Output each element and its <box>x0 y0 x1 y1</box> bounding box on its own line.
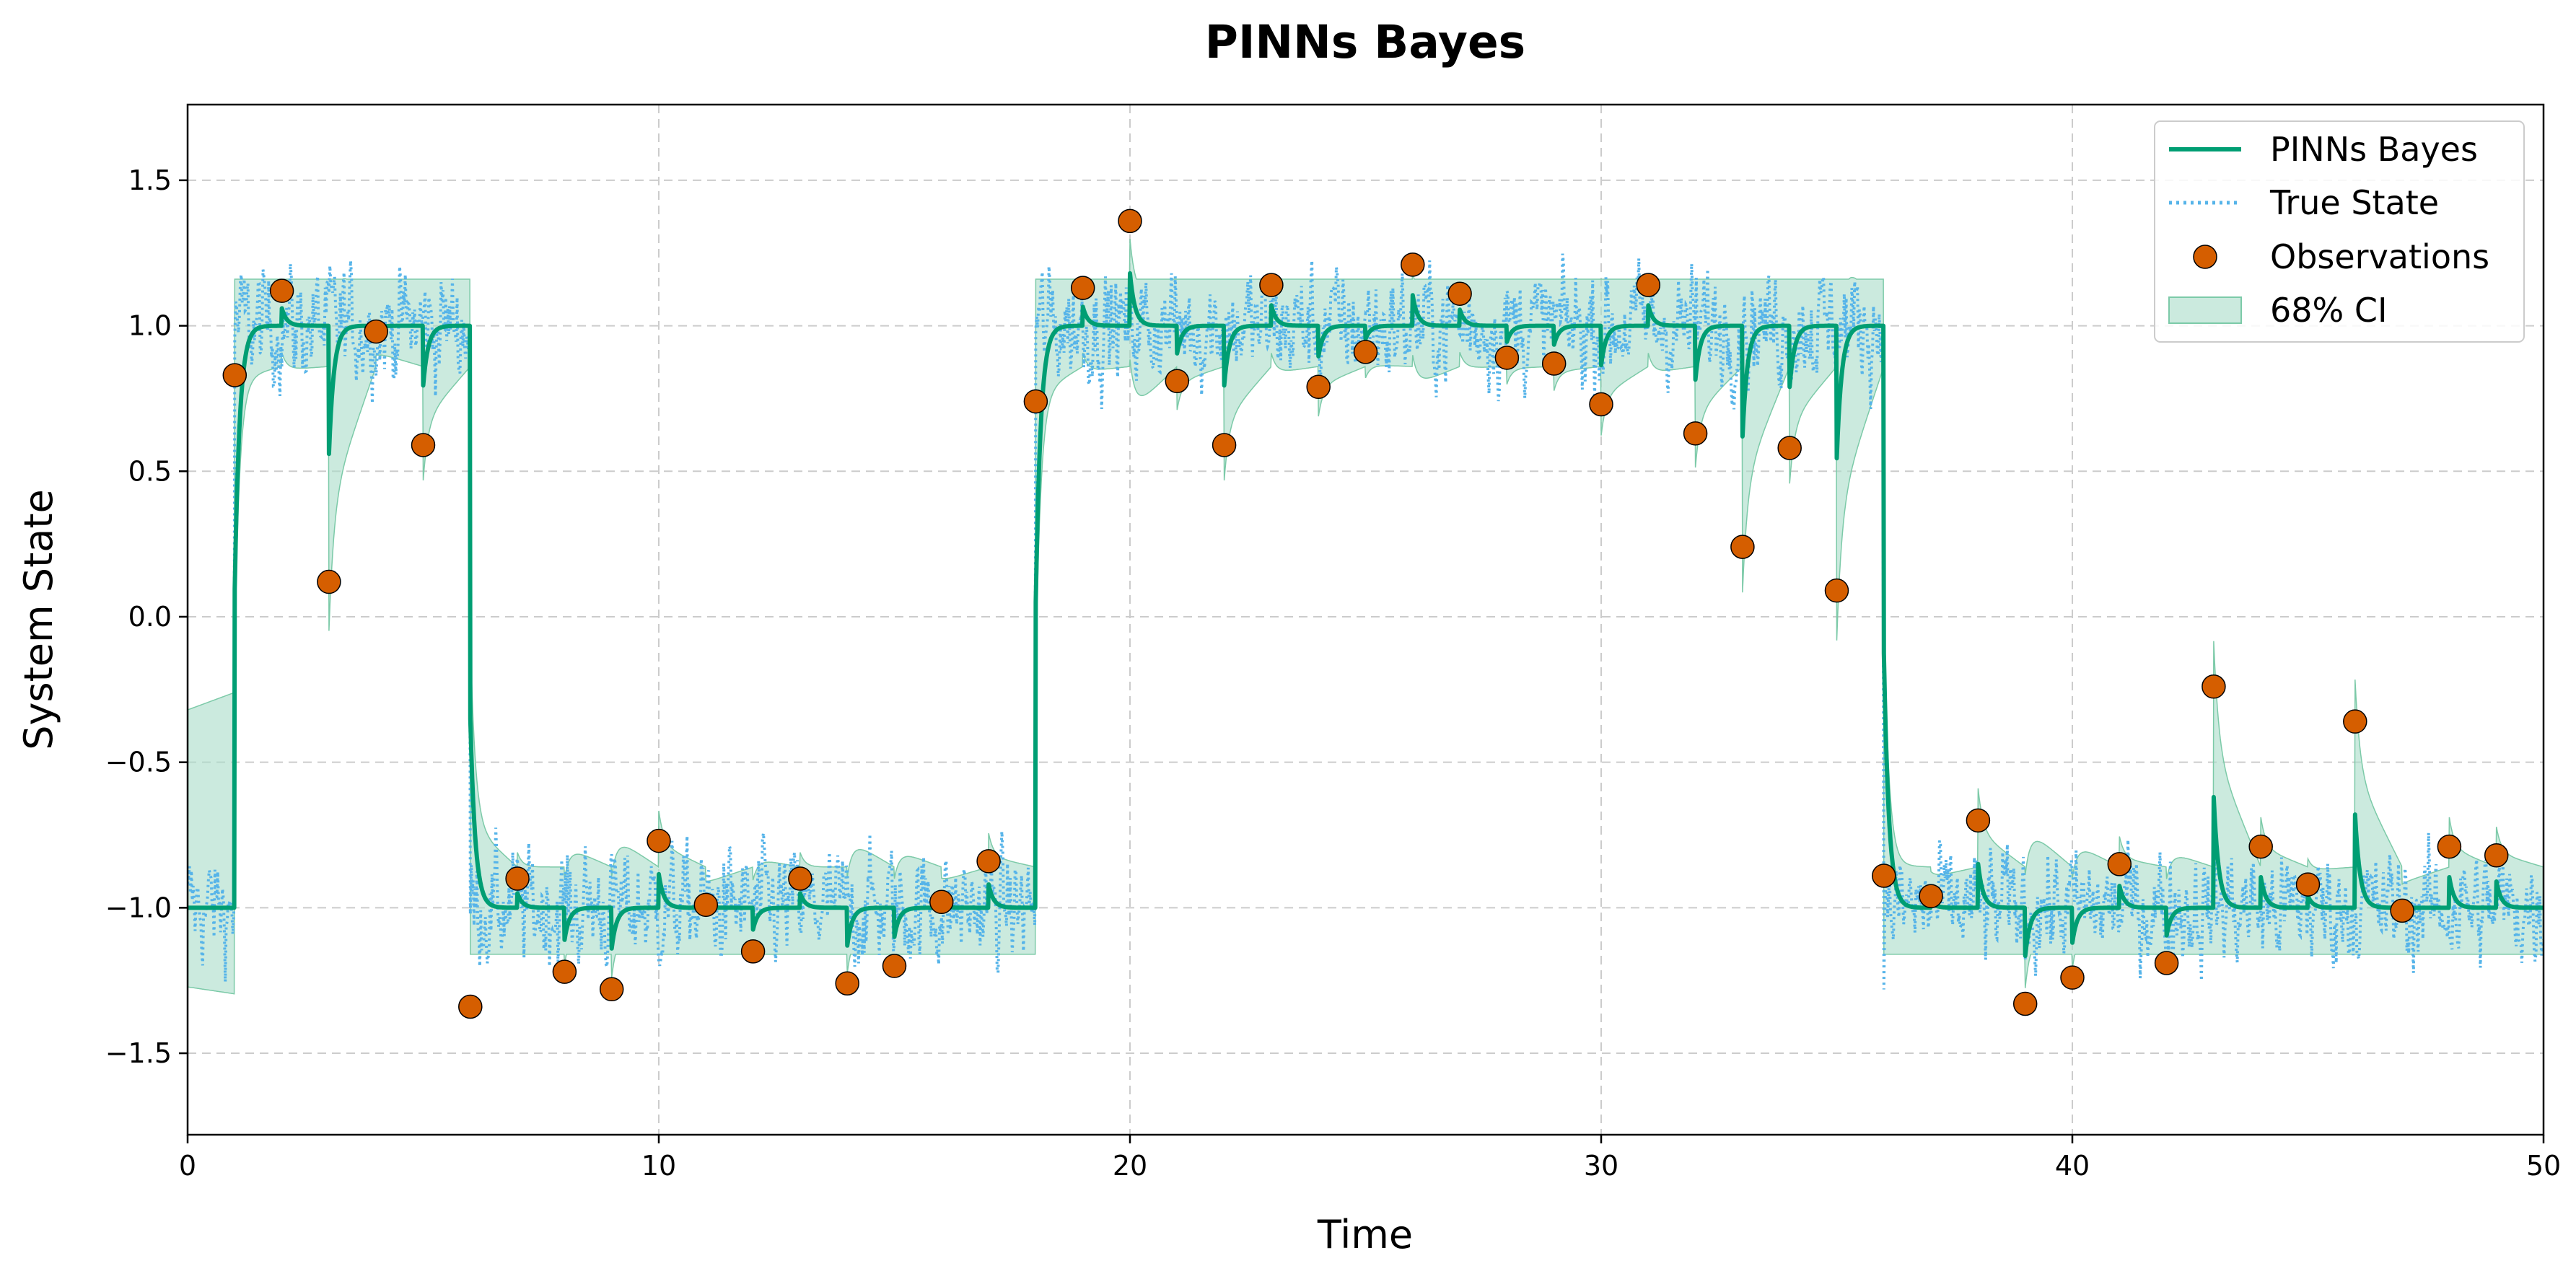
observation-point <box>1683 421 1708 446</box>
observation-point <box>269 278 294 303</box>
observation-point <box>929 889 954 915</box>
y-axis-label: System State <box>16 489 61 750</box>
legend-swatch-observations <box>2193 245 2217 269</box>
plot-background <box>188 105 2544 1135</box>
observation-point <box>222 363 247 387</box>
legend-swatch-ci <box>2168 296 2242 324</box>
pinns-bayes-line <box>188 271 2544 958</box>
observation-point <box>2012 991 2038 1016</box>
ci-band-layer <box>188 239 2544 995</box>
y-tick-label: 0.5 <box>128 455 172 487</box>
x-tick-label: 50 <box>2526 1150 2561 1182</box>
observations-layer <box>222 208 2509 1019</box>
y-tick-label: −1.0 <box>105 892 172 923</box>
true-state-line <box>188 253 2544 990</box>
observation-point <box>835 971 859 995</box>
x-axis-ticks: 0 10 20 30 40 50 <box>179 1135 2561 1182</box>
observation-point <box>1306 374 1331 400</box>
y-tick-label: −0.5 <box>105 747 172 778</box>
observation-point <box>2437 834 2462 859</box>
observation-point <box>1401 252 1425 277</box>
ci-band <box>188 239 2544 995</box>
plot-frame <box>186 103 2545 1136</box>
observation-point <box>1353 340 1378 364</box>
observation-point <box>1777 436 1802 460</box>
observation-point <box>1636 273 1661 297</box>
observation-point <box>411 433 436 457</box>
x-tick-label: 20 <box>1113 1150 1147 1182</box>
y-tick-label: 1.5 <box>128 164 172 196</box>
legend-label-pinns: PINNs Bayes <box>2270 130 2478 169</box>
observation-point <box>976 849 1001 874</box>
legend-label-ci: 68% CI <box>2270 291 2388 330</box>
observation-point <box>2390 898 2414 923</box>
y-tick-label: −1.5 <box>105 1037 172 1069</box>
x-axis-label: Time <box>1317 1212 1413 1257</box>
observation-point <box>2484 843 2509 868</box>
observation-point <box>1966 808 1991 833</box>
observation-point <box>1070 276 1095 300</box>
observation-point <box>1541 351 1567 376</box>
observation-point <box>2154 951 2179 975</box>
observation-point <box>1259 273 1284 297</box>
y-axis-ticks: −1.5 −1.0 −0.5 0.0 0.5 1.0 1.5 <box>105 164 188 1069</box>
x-tick-label: 0 <box>179 1150 196 1182</box>
observation-point <box>1212 433 1237 457</box>
observation-point <box>1730 535 1755 559</box>
pinns-layer <box>188 271 2544 958</box>
x-tick-label: 30 <box>1584 1150 1618 1182</box>
observation-point <box>2295 872 2321 897</box>
observation-point <box>1919 884 1943 908</box>
observation-point <box>2202 674 2226 699</box>
observation-point <box>364 319 388 344</box>
observation-point <box>1447 281 1472 306</box>
observation-point <box>599 977 624 1002</box>
observation-point <box>788 866 812 891</box>
x-tick-label: 40 <box>2055 1150 2090 1182</box>
observation-point <box>1118 208 1142 234</box>
y-tick-label: 0.0 <box>128 601 172 633</box>
observation-point <box>1165 369 1190 393</box>
y-tick-label: 1.0 <box>128 310 172 342</box>
observation-point <box>882 954 907 978</box>
legend-label-true-state: True State <box>2269 183 2439 222</box>
observation-point <box>552 959 577 984</box>
observation-point <box>693 892 719 918</box>
observation-point <box>1494 346 1520 370</box>
true-state-layer <box>188 253 2544 990</box>
observation-point <box>2107 852 2132 876</box>
observation-point <box>2248 834 2273 859</box>
legend: PINNs Bayes True State Observations 68% … <box>2154 120 2525 343</box>
observation-point <box>505 866 530 891</box>
observation-point <box>647 828 671 853</box>
observation-point <box>1023 389 1048 414</box>
chart-title: PINNs Bayes <box>1205 16 1525 69</box>
observation-point <box>2060 965 2085 990</box>
observation-point <box>1589 392 1613 417</box>
observation-point <box>317 569 341 594</box>
observation-point <box>1824 578 1849 603</box>
observation-point <box>1872 863 1896 888</box>
observation-point <box>2343 709 2367 734</box>
x-tick-label: 10 <box>641 1150 676 1182</box>
observation-point <box>458 994 483 1019</box>
observation-point <box>740 939 766 964</box>
legend-box <box>2154 120 2525 343</box>
legend-label-observations: Observations <box>2270 237 2489 276</box>
